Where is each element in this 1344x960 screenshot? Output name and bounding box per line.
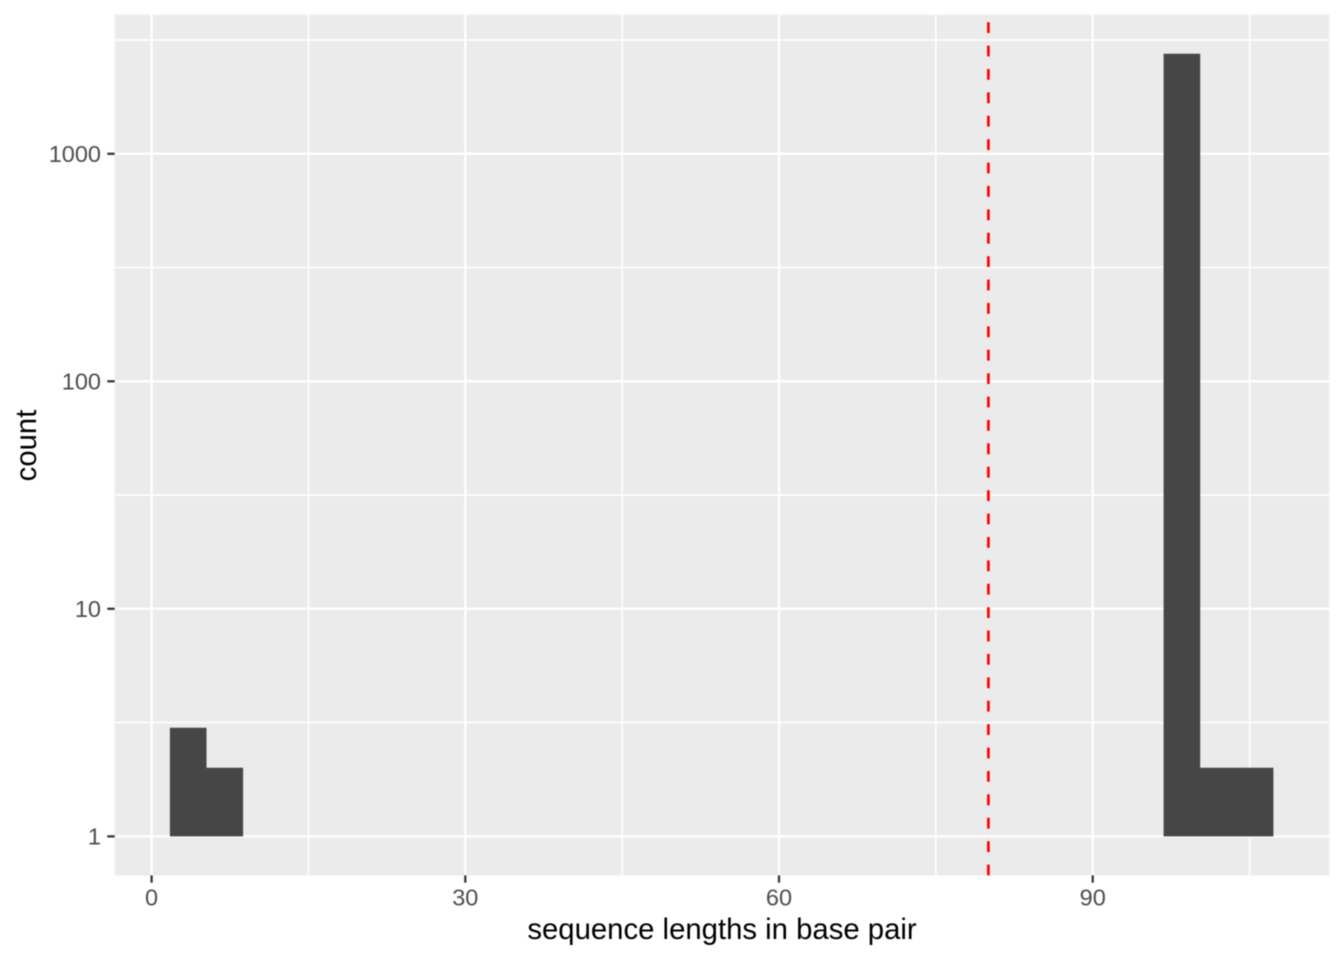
svg-text:sequence lengths in base pair: sequence lengths in base pair — [527, 913, 917, 946]
svg-text:0: 0 — [145, 885, 158, 911]
svg-text:30: 30 — [452, 885, 478, 911]
svg-text:90: 90 — [1080, 885, 1106, 911]
svg-text:count: count — [10, 410, 43, 482]
svg-text:100: 100 — [62, 368, 101, 394]
svg-text:1000: 1000 — [49, 141, 101, 167]
svg-text:1: 1 — [88, 824, 101, 850]
svg-text:10: 10 — [75, 596, 101, 622]
svg-text:60: 60 — [766, 885, 792, 911]
